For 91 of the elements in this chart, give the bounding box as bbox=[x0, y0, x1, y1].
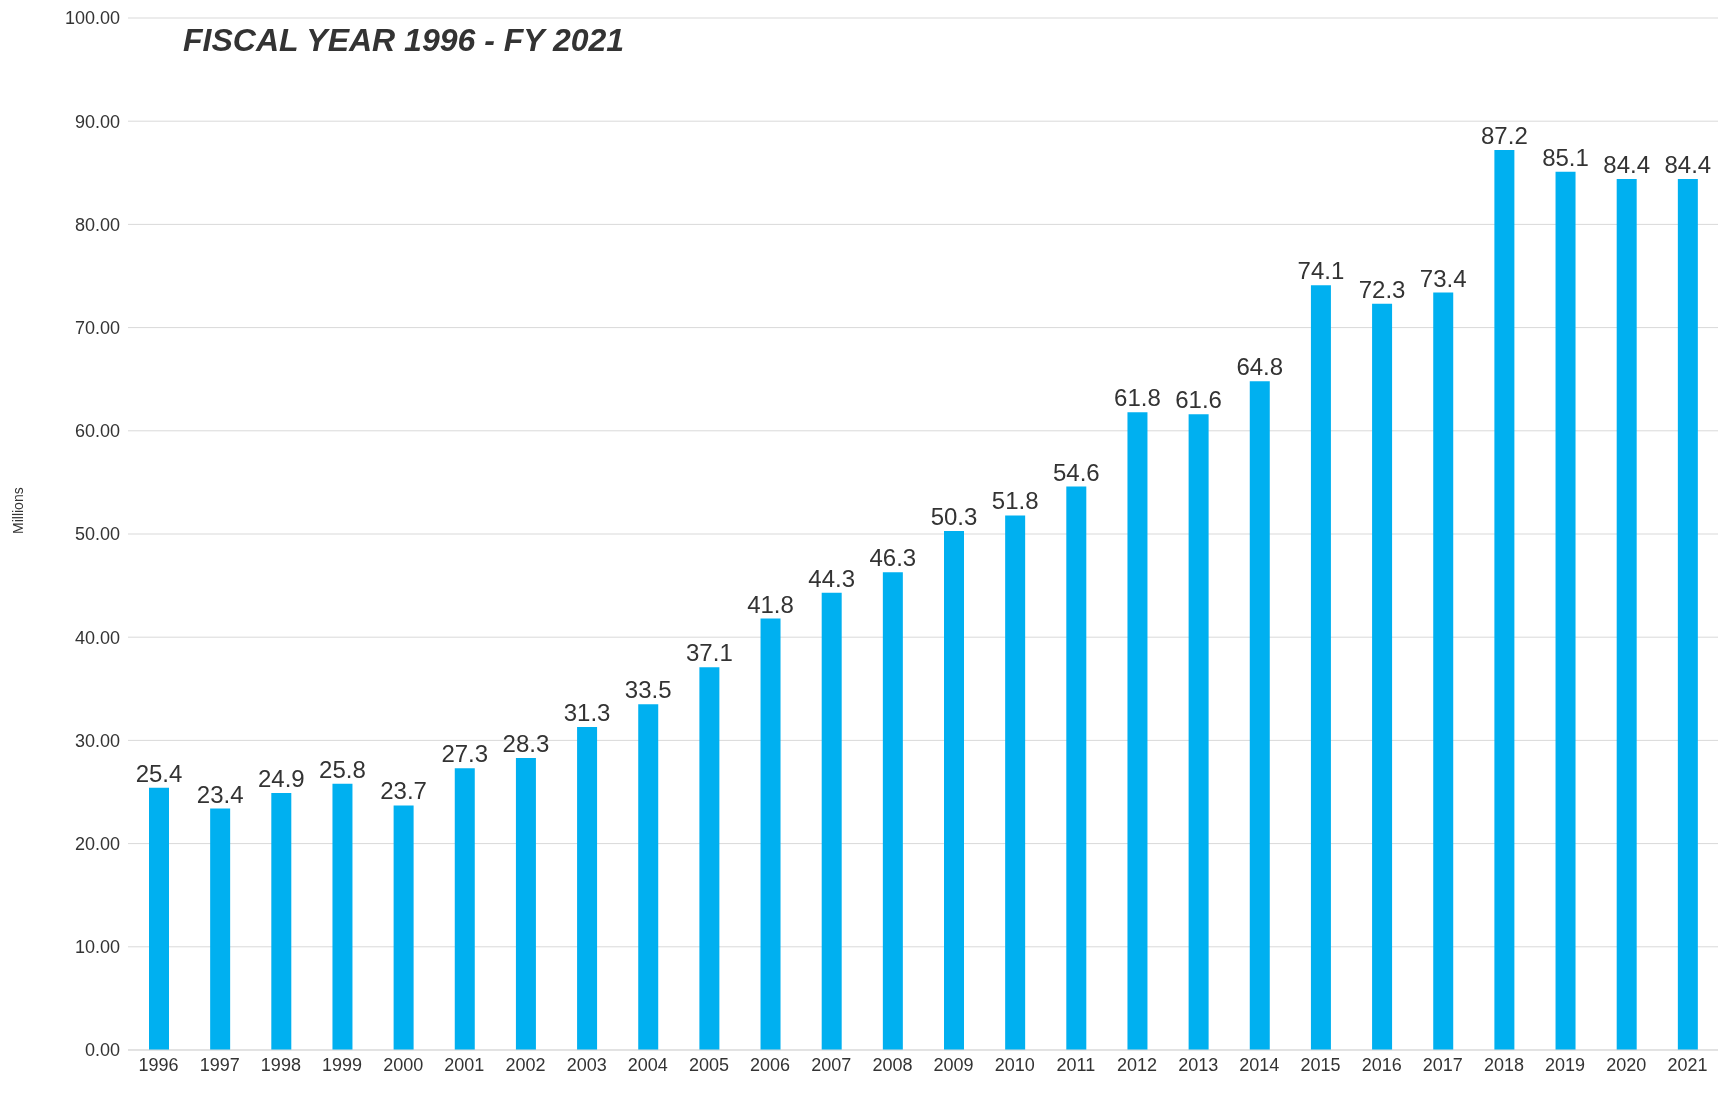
bar bbox=[1494, 150, 1515, 1050]
data-label: 24.9 bbox=[257, 765, 305, 793]
bar bbox=[210, 808, 231, 1050]
x-tick-label: 2009 bbox=[933, 1054, 974, 1075]
x-tick-label: 2008 bbox=[872, 1054, 913, 1075]
x-tick-label: 2016 bbox=[1361, 1054, 1402, 1075]
data-label: 72.3 bbox=[1358, 275, 1406, 303]
data-label: 64.8 bbox=[1236, 353, 1284, 381]
y-tick-label: 10.00 bbox=[74, 937, 120, 958]
bar bbox=[271, 793, 292, 1050]
data-label: 33.5 bbox=[624, 676, 672, 704]
data-label: 73.4 bbox=[1419, 264, 1467, 292]
bar bbox=[577, 726, 598, 1050]
x-tick-label: 2003 bbox=[566, 1054, 607, 1075]
bar bbox=[149, 787, 169, 1050]
bar bbox=[1616, 178, 1637, 1050]
data-label: 61.8 bbox=[1114, 384, 1161, 412]
x-tick-label: 2010 bbox=[994, 1054, 1035, 1075]
x-tick-label: 2018 bbox=[1483, 1054, 1524, 1075]
y-tick-label: 30.00 bbox=[74, 730, 120, 751]
y-tick-label: 90.00 bbox=[74, 111, 120, 132]
data-label: 37.1 bbox=[686, 639, 733, 667]
x-tick-label: 2000 bbox=[383, 1054, 424, 1075]
bar bbox=[1433, 292, 1454, 1050]
bar bbox=[1249, 381, 1270, 1050]
bar bbox=[515, 757, 536, 1050]
data-label: 23.4 bbox=[196, 780, 244, 808]
data-label: 84.4 bbox=[1664, 150, 1712, 178]
x-tick-label: 2012 bbox=[1117, 1054, 1158, 1075]
x-tick-label: 2020 bbox=[1606, 1054, 1647, 1075]
y-tick-label: 100.00 bbox=[64, 8, 120, 29]
y-axis-title: Millions bbox=[9, 487, 26, 534]
x-tick-label: 1999 bbox=[322, 1054, 363, 1075]
data-label: 54.6 bbox=[1052, 458, 1100, 486]
bar bbox=[1677, 178, 1698, 1050]
y-tick-label: 80.00 bbox=[74, 214, 120, 235]
bar bbox=[699, 667, 720, 1050]
x-tick-label: 2021 bbox=[1667, 1054, 1708, 1075]
bar bbox=[332, 783, 353, 1050]
x-tick-label: 2013 bbox=[1178, 1054, 1219, 1075]
x-tick-label: 2019 bbox=[1545, 1054, 1586, 1075]
data-label: 84.4 bbox=[1603, 150, 1651, 178]
bar bbox=[1066, 486, 1087, 1050]
x-tick-label: 1997 bbox=[199, 1054, 240, 1075]
bar bbox=[638, 704, 659, 1050]
data-label: 61.6 bbox=[1175, 386, 1222, 414]
bar bbox=[454, 768, 475, 1050]
data-label: 46.3 bbox=[869, 544, 917, 572]
bar bbox=[393, 805, 414, 1050]
data-label: 44.3 bbox=[808, 564, 856, 592]
x-tick-label: 2007 bbox=[811, 1054, 852, 1075]
x-tick-label: 2005 bbox=[688, 1054, 729, 1075]
y-tick-label: 0.00 bbox=[84, 1040, 120, 1061]
data-label: 50.3 bbox=[930, 502, 978, 530]
bar bbox=[821, 592, 842, 1050]
data-label: 23.7 bbox=[380, 777, 427, 805]
y-tick-label: 60.00 bbox=[74, 421, 120, 442]
chart-title: FISCAL YEAR 1996 - FY 2021 bbox=[183, 22, 625, 59]
data-label: 25.8 bbox=[319, 755, 366, 783]
x-tick-label: 2014 bbox=[1239, 1054, 1280, 1075]
data-label: 31.3 bbox=[563, 698, 611, 726]
bar bbox=[1188, 414, 1209, 1050]
x-tick-label: 2001 bbox=[444, 1054, 485, 1075]
x-tick-label: 1998 bbox=[260, 1054, 301, 1075]
x-tick-label: 1996 bbox=[138, 1054, 179, 1075]
data-label: 85.1 bbox=[1542, 143, 1589, 171]
bar bbox=[1005, 515, 1026, 1050]
y-tick-label: 50.00 bbox=[74, 524, 120, 545]
data-label: 27.3 bbox=[441, 740, 489, 768]
bar bbox=[1127, 412, 1148, 1050]
x-tick-label: 2011 bbox=[1056, 1054, 1096, 1075]
bar bbox=[944, 530, 964, 1050]
x-tick-label: 2004 bbox=[627, 1054, 668, 1075]
data-label: 74.1 bbox=[1297, 257, 1345, 285]
bar bbox=[1372, 303, 1393, 1050]
y-tick-label: 70.00 bbox=[74, 317, 120, 338]
x-tick-label: 2006 bbox=[750, 1054, 791, 1075]
bar bbox=[882, 572, 903, 1050]
data-label: 28.3 bbox=[502, 729, 550, 757]
bar bbox=[1310, 285, 1331, 1050]
bar bbox=[1555, 171, 1576, 1050]
y-tick-label: 20.00 bbox=[74, 833, 120, 854]
data-label: 51.8 bbox=[991, 487, 1039, 515]
data-label: 41.8 bbox=[747, 590, 794, 618]
x-tick-label: 2015 bbox=[1300, 1054, 1341, 1075]
y-tick-label: 40.00 bbox=[74, 627, 120, 648]
data-label: 87.2 bbox=[1481, 122, 1528, 150]
x-tick-label: 2017 bbox=[1422, 1054, 1463, 1075]
x-tick-label: 2002 bbox=[505, 1054, 546, 1075]
data-label: 25.4 bbox=[135, 759, 183, 787]
bar bbox=[760, 618, 781, 1050]
